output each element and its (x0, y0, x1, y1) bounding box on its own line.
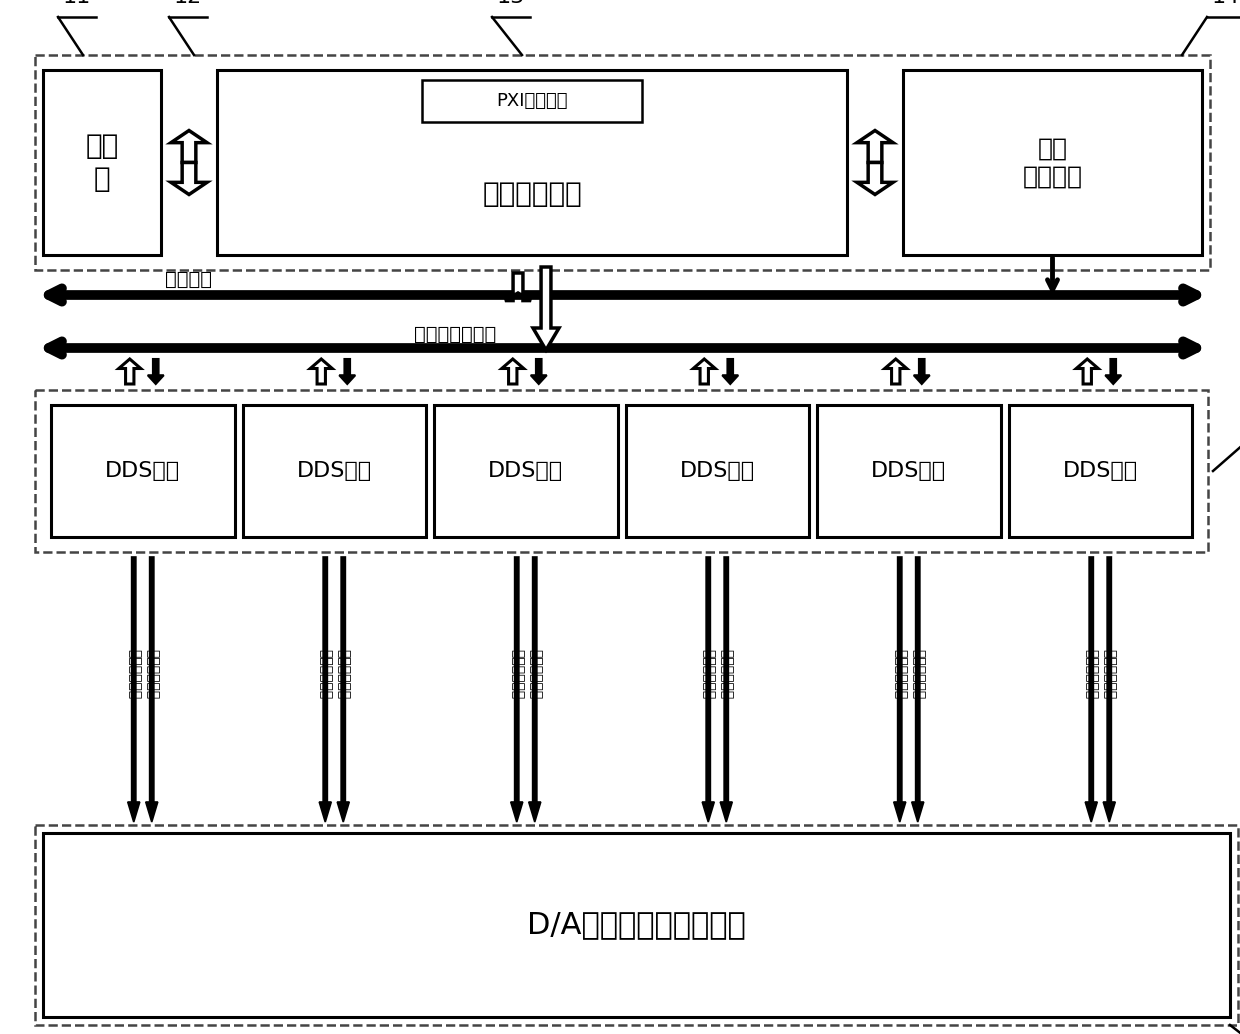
Bar (625, 405, 808, 537)
Text: 触发
控制单元: 触发 控制单元 (1023, 136, 1083, 188)
Polygon shape (722, 359, 738, 384)
Text: 幅値控制信号: 幅値控制信号 (336, 649, 350, 700)
Text: 通讯控制单元: 通讯控制单元 (482, 180, 582, 208)
Bar (903, 70, 1202, 255)
Bar (434, 405, 618, 537)
Text: DDS模块: DDS模块 (872, 461, 946, 481)
Text: 离散正弦信号: 离散正弦信号 (702, 649, 715, 700)
Polygon shape (720, 557, 733, 822)
Text: 14: 14 (1211, 0, 1240, 7)
Text: 离散正弦信号: 离散正弦信号 (893, 649, 906, 700)
Text: PXI总线接口: PXI总线接口 (496, 92, 568, 110)
Polygon shape (171, 130, 207, 162)
Text: 13: 13 (497, 0, 525, 7)
Text: 12: 12 (174, 0, 202, 7)
Text: 幅値控制信号: 幅値控制信号 (528, 649, 542, 700)
Polygon shape (911, 557, 924, 822)
Bar (243, 405, 427, 537)
Text: 离散正弦信号: 离散正弦信号 (510, 649, 523, 700)
Text: D/A转换及一级运放电路: D/A转换及一级运放电路 (527, 911, 746, 940)
Polygon shape (702, 557, 714, 822)
Bar (51, 405, 234, 537)
Text: DDS模块: DDS模块 (489, 461, 563, 481)
Bar (35, 55, 1210, 270)
Text: DDS模块: DDS模块 (296, 461, 372, 481)
Bar (43, 70, 161, 255)
Polygon shape (693, 359, 715, 384)
Text: 幅値控制信号: 幅値控制信号 (719, 649, 733, 700)
Bar (35, 390, 1208, 552)
Polygon shape (528, 557, 541, 822)
Polygon shape (531, 359, 547, 384)
Polygon shape (914, 359, 930, 384)
Polygon shape (533, 267, 559, 349)
Polygon shape (894, 557, 905, 822)
Polygon shape (310, 359, 332, 384)
Text: 11: 11 (63, 0, 91, 7)
Text: 幅値控制信号: 幅値控制信号 (1102, 649, 1116, 700)
Polygon shape (146, 557, 157, 822)
Bar (43, 833, 1230, 1017)
Text: DDS模块: DDS模块 (680, 461, 755, 481)
Text: DDS模块: DDS模块 (105, 461, 180, 481)
Polygon shape (319, 557, 331, 822)
Polygon shape (511, 557, 523, 822)
Bar (1008, 405, 1192, 537)
Polygon shape (148, 359, 164, 384)
Text: DDS模块: DDS模块 (1063, 461, 1138, 481)
Polygon shape (171, 162, 207, 194)
Bar (217, 70, 847, 255)
Polygon shape (128, 557, 140, 822)
Text: 存储
器: 存储 器 (86, 132, 119, 192)
Polygon shape (340, 359, 355, 384)
Polygon shape (885, 359, 906, 384)
Text: 离散正弦信号: 离散正弦信号 (319, 649, 332, 700)
Polygon shape (1105, 359, 1121, 384)
Text: 幅値控制信号: 幅値控制信号 (145, 649, 159, 700)
Polygon shape (1104, 557, 1115, 822)
Polygon shape (1076, 359, 1099, 384)
Polygon shape (337, 557, 350, 822)
Polygon shape (505, 273, 531, 301)
Text: 离散正弦信号: 离散正弦信号 (126, 649, 141, 700)
Polygon shape (857, 162, 893, 194)
Polygon shape (119, 359, 141, 384)
Text: 地址、数据总线: 地址、数据总线 (414, 325, 496, 343)
Text: 控制总线: 控制总线 (165, 270, 212, 288)
Polygon shape (1085, 557, 1097, 822)
Polygon shape (502, 359, 523, 384)
Bar (35, 825, 1238, 1025)
Bar (422, 80, 642, 122)
Text: 幅値控制信号: 幅値控制信号 (910, 649, 925, 700)
Text: 离散正弦信号: 离散正弦信号 (1084, 649, 1099, 700)
Bar (817, 405, 1001, 537)
Polygon shape (857, 130, 893, 162)
